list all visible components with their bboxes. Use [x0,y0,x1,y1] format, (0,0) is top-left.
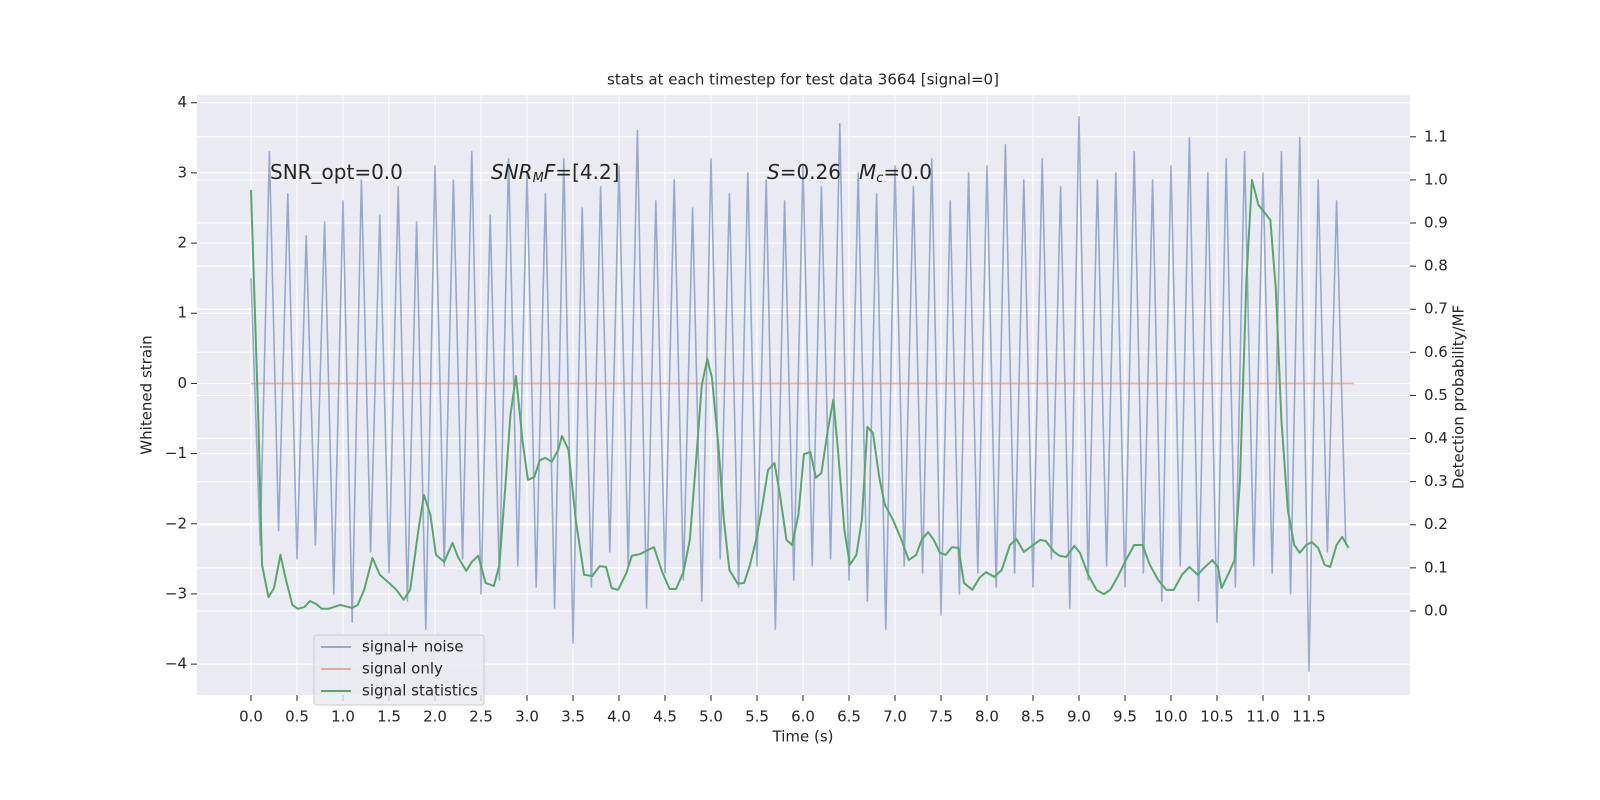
annotation-part: F [544,160,556,184]
y2-tick-label: 0.9 [1424,214,1448,232]
y-tick-label: 2 [177,234,187,252]
x-tick-label: 6.0 [791,708,815,726]
chart-title: stats at each timestep for test data 366… [607,71,999,89]
x-tick-label: 0.0 [239,708,263,726]
y-tick-label: 0 [177,374,187,392]
x-tick-label: 7.5 [929,708,953,726]
x-tick-label: 10.5 [1200,708,1233,726]
annotation: SNRMF=[4.2] [491,160,619,186]
legend-box [313,634,485,706]
x-tick-label: 2.5 [469,708,493,726]
y-tick-label: 4 [177,93,187,111]
y2-tick-label: 0.4 [1424,429,1448,447]
x-tick-label: 0.5 [285,708,309,726]
x-tick-label: 9.5 [1113,708,1137,726]
x-tick-label: 1.5 [377,708,401,726]
legend: signal+ noise signal only signal statistic… [313,634,485,706]
x-tick-label: 6.5 [837,708,861,726]
annotation: SNR_opt=0.0 [270,160,403,184]
annotation-part: S [767,160,780,184]
x-tick-label: 11.5 [1292,708,1325,726]
legend-label: signal+ noise [362,638,464,656]
x-tick-label: 9.0 [1067,708,1091,726]
y2-tick-label: 0.5 [1424,386,1448,404]
y-axis-label: Whitened strain [138,335,156,454]
x-tick-label: 2.0 [423,708,447,726]
x-tick-label: 5.5 [745,708,769,726]
annotation: S=0.26 [767,160,841,184]
y2-tick-label: 1.1 [1424,127,1448,145]
series-line [250,178,1350,610]
annotation-part: SNR [491,160,533,184]
y2-tick-label: 1.0 [1424,170,1448,188]
legend-label: signal only [362,660,443,678]
x-tick-label: 11.0 [1246,708,1279,726]
y2-tick-label: 0.8 [1424,257,1448,275]
annotation-part: SNR_opt=0.0 [270,160,403,184]
x-tick-label: 10.0 [1154,708,1187,726]
annotation-part: M [533,171,544,186]
legend-label: signal statistics [362,682,478,700]
x-axis-label: Time (s) [772,728,834,746]
y2-tick-label: 0.1 [1424,558,1448,576]
annotation-part: c [876,171,883,186]
annotation-part: =0.0 [883,160,932,184]
y2-tick-label: 0.3 [1424,472,1448,490]
annotation-part: =0.26 [780,160,841,184]
y2-axis-label: Detection probability/MF [1450,305,1468,489]
y-tick-label: −2 [165,514,187,532]
x-tick-label: 7.0 [883,708,907,726]
x-tick-label: 8.0 [975,708,999,726]
series-line [250,115,1347,672]
y2-tick-label: 0.7 [1424,300,1448,318]
annotation: Mc=0.0 [859,160,932,186]
x-tick-label: 5.0 [699,708,723,726]
y-tick-label: −1 [165,444,187,462]
annotation-part: =[4.2] [555,160,619,184]
x-tick-label: 4.5 [653,708,677,726]
y-tick-label: 3 [177,163,187,181]
y-tick-label: 1 [177,304,187,322]
x-tick-label: 8.5 [1021,708,1045,726]
x-tick-label: 4.0 [607,708,631,726]
y-tick-label: −3 [165,584,187,602]
y2-tick-label: 0.2 [1424,515,1448,533]
y2-tick-label: 0.0 [1424,601,1448,619]
y2-tick-label: 0.6 [1424,343,1448,361]
y-tick-label: −4 [165,655,187,673]
x-tick-label: 1.0 [331,708,355,726]
x-tick-label: 3.5 [561,708,585,726]
x-tick-label: 3.0 [515,708,539,726]
annotation-part: M [859,160,876,184]
